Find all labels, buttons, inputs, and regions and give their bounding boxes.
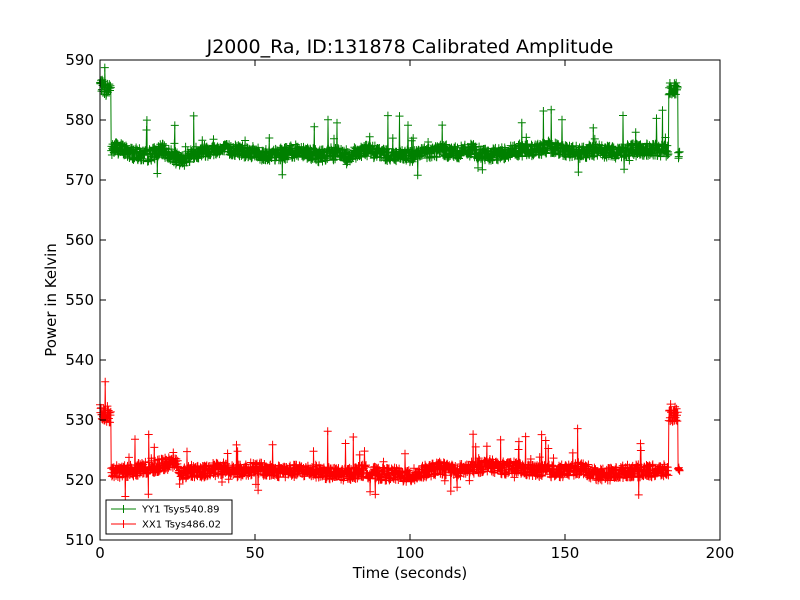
- y-tick-label: 520: [65, 471, 94, 489]
- y-tick-label: 530: [65, 411, 94, 429]
- y-tick-label: 550: [65, 291, 94, 309]
- x-axis-label: Time (seconds): [352, 564, 468, 582]
- y-tick-label: 560: [65, 231, 94, 249]
- chart-legend: YY1 Tsys540.89 XX1 Tsys486.02: [105, 499, 233, 535]
- y-tick-label: 570: [65, 171, 94, 189]
- y-tick-label: 590: [65, 51, 94, 69]
- legend-marker: [119, 505, 128, 513]
- y-tick-label: 510: [65, 531, 94, 549]
- legend-item: YY1 Tsys540.89: [111, 505, 220, 516]
- legend-label: XX1 Tsys486.02: [142, 520, 221, 531]
- y-axis-label: Power in Kelvin: [42, 243, 60, 357]
- y-tick-label: 540: [65, 351, 94, 369]
- x-tick-label: 200: [706, 544, 735, 562]
- x-tick-label: 0: [95, 544, 105, 562]
- series-xx1: [96, 377, 684, 501]
- y-tick-label: 580: [65, 111, 94, 129]
- x-tick-label: 150: [551, 544, 580, 562]
- legend-label: YY1 Tsys540.89: [141, 505, 220, 516]
- legend-marker: [119, 520, 128, 528]
- legend-box: [105, 499, 233, 535]
- chart-title: J2000_Ra, ID:131878 Calibrated Amplitude: [206, 36, 614, 58]
- plot-area: [96, 63, 684, 501]
- legend-item: XX1 Tsys486.02: [111, 520, 221, 531]
- x-tick-label: 50: [245, 544, 264, 562]
- x-tick-label: 100: [396, 544, 425, 562]
- axis-ticks: 0 50 100 150 200 510 520 530 540 550 560 570 580 590: [65, 51, 734, 562]
